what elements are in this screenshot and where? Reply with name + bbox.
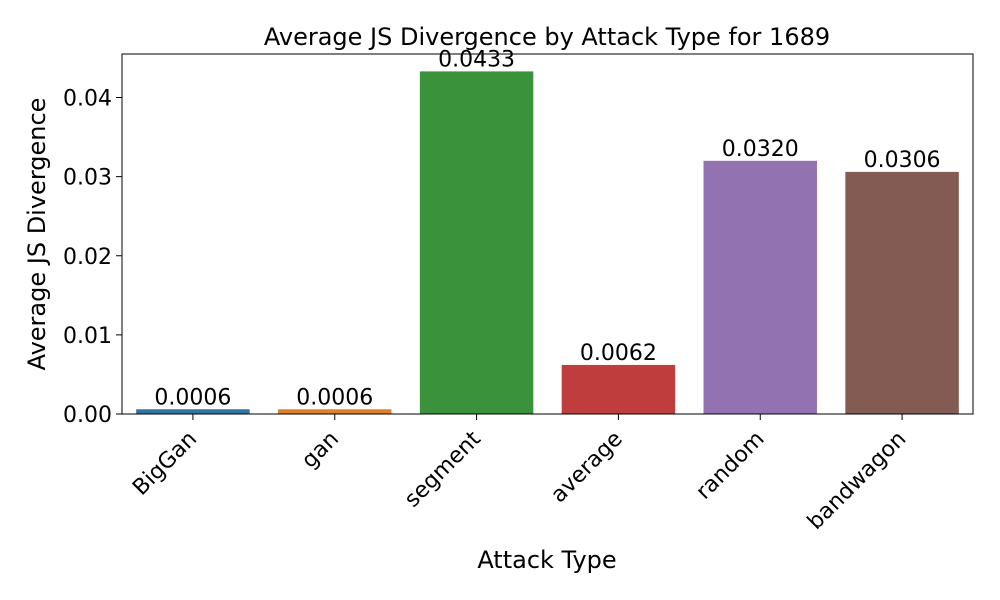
bar-random xyxy=(703,160,817,414)
data-label-biggan: 0.0006 xyxy=(154,385,231,410)
y-axis-label: Average JS Divergence xyxy=(23,98,51,371)
y-tick-label: 0.00 xyxy=(63,403,112,428)
x-tick-label-random: random xyxy=(691,427,769,505)
data-label-segment: 0.0433 xyxy=(438,47,515,72)
bars-group xyxy=(136,71,959,415)
x-tick-label-bandwagon: bandwagon xyxy=(803,427,911,535)
bar-bandwagon xyxy=(845,171,959,414)
y-tick-label: 0.04 xyxy=(63,87,112,112)
x-axis: BigGan gan segment average random bandwagon xyxy=(128,414,911,535)
x-tick-label-segment: segment xyxy=(400,426,486,512)
x-axis-label: Attack Type xyxy=(477,546,616,574)
x-tick-label-average: average xyxy=(546,427,627,508)
bar-average xyxy=(561,364,676,414)
bar-gan xyxy=(278,409,392,414)
plot-frame xyxy=(121,53,974,415)
data-labels-group: 0.0006 0.0006 0.0433 0.0062 0.0320 0.0306 xyxy=(154,47,940,410)
x-tick-label-gan: gan xyxy=(297,427,344,474)
bar-biggan xyxy=(136,409,250,414)
chart-title: Average JS Divergence by Attack Type for… xyxy=(264,23,830,51)
y-axis: 0.00 0.01 0.02 0.03 0.04 xyxy=(63,87,122,428)
y-tick-label: 0.02 xyxy=(63,245,112,270)
bar-segment xyxy=(419,71,534,415)
data-label-bandwagon: 0.0306 xyxy=(864,148,941,173)
x-tick-label-biggan: BigGan xyxy=(128,427,202,501)
y-tick-label: 0.01 xyxy=(63,324,112,349)
data-label-gan: 0.0006 xyxy=(296,385,373,410)
data-label-random: 0.0320 xyxy=(722,137,799,162)
y-tick-label: 0.03 xyxy=(63,166,112,191)
data-label-average: 0.0062 xyxy=(580,341,657,366)
